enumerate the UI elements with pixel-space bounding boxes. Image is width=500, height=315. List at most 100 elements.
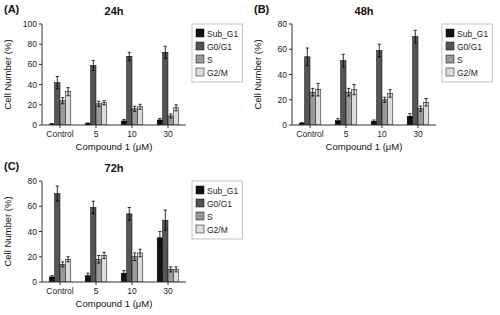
y-tick-label: 60 xyxy=(278,44,288,54)
y-tick-label: 80 xyxy=(28,39,38,49)
bar xyxy=(91,208,96,282)
legend-swatch xyxy=(196,42,204,50)
error-bar xyxy=(408,114,411,119)
legend-swatch xyxy=(196,55,204,63)
x-tick xyxy=(96,282,97,285)
bar xyxy=(377,51,382,125)
figure: 020406080100Control51030Compound 1 (μM)C… xyxy=(0,0,500,315)
error-bar xyxy=(122,271,125,276)
error-bar xyxy=(174,267,177,272)
y-tick-label: 20 xyxy=(28,252,38,262)
error-bar xyxy=(66,257,69,262)
bar xyxy=(55,194,60,282)
y-tick-label: 60 xyxy=(28,59,38,69)
error-bar xyxy=(92,201,95,214)
title: 72h xyxy=(105,162,124,174)
y-tick-label: 80 xyxy=(278,19,288,29)
panel-label: (C) xyxy=(4,160,20,172)
bar xyxy=(101,255,106,282)
x-tick-label: 5 xyxy=(344,129,349,139)
error-bar xyxy=(169,114,172,118)
error-bar xyxy=(92,60,95,70)
error-bar xyxy=(169,267,172,272)
error-bar xyxy=(102,101,105,105)
x-axis-label: Compound 1 (μM) xyxy=(76,141,153,152)
legend-label: S xyxy=(207,212,213,222)
legend: Sub_G1G0/G1SG2/M xyxy=(192,181,242,239)
x-tick xyxy=(168,282,169,285)
x-tick xyxy=(96,125,97,128)
marks xyxy=(49,186,179,282)
error-bar xyxy=(86,123,89,124)
bar xyxy=(101,103,106,125)
y-axis-label: Cell Number (%) xyxy=(2,196,13,266)
x-axis xyxy=(292,125,436,126)
bar xyxy=(387,93,392,125)
y-axis-label: Cell Number (%) xyxy=(2,39,13,109)
title: 48h xyxy=(355,5,374,17)
marks xyxy=(299,30,429,125)
panel: 020406080Control51030Compound 1 (μM)Cell… xyxy=(2,160,242,309)
error-bar xyxy=(388,90,391,98)
background xyxy=(0,0,500,315)
legend-label: G0/G1 xyxy=(457,42,482,52)
legend-swatch xyxy=(196,29,204,37)
panel-label: (A) xyxy=(4,3,20,15)
error-bar xyxy=(347,88,350,96)
y-tick-label: 20 xyxy=(28,100,38,110)
y-tick-label: 40 xyxy=(28,80,38,90)
panel: 020406080100Control51030Compound 1 (μM)C… xyxy=(2,3,242,152)
error-bar xyxy=(352,85,355,95)
y-tick-label: 0 xyxy=(32,120,37,130)
title: 24h xyxy=(105,5,124,17)
legend-swatch xyxy=(446,55,454,63)
legend-swatch xyxy=(196,225,204,233)
x-tick xyxy=(418,125,419,128)
legend-label: G2/M xyxy=(207,68,228,78)
bar xyxy=(305,57,310,125)
bar xyxy=(127,56,132,125)
legend-label: Sub_G1 xyxy=(207,29,238,39)
error-bar xyxy=(61,98,64,104)
y-tick-label: 80 xyxy=(28,176,38,186)
x-tick-label: 10 xyxy=(127,286,137,296)
y-axis xyxy=(292,24,293,125)
error-bar xyxy=(133,106,136,111)
legend-swatch xyxy=(446,42,454,50)
bar xyxy=(341,61,346,125)
error-bar xyxy=(424,98,427,106)
error-bar xyxy=(97,255,100,263)
x-tick xyxy=(310,125,311,128)
error-bar xyxy=(50,123,53,124)
error-bar xyxy=(122,119,125,122)
x-axis-label: Compound 1 (μM) xyxy=(76,298,153,309)
legend-label: G2/M xyxy=(457,68,478,78)
error-bar xyxy=(56,186,59,201)
error-bar xyxy=(414,30,417,43)
bar xyxy=(91,65,96,125)
x-tick xyxy=(132,282,133,285)
x-tick xyxy=(346,125,347,128)
x-tick xyxy=(382,125,383,128)
y-axis xyxy=(42,181,43,282)
panel: 020406080Control51030Compound 1 (μM)Cell… xyxy=(252,3,492,152)
error-bar xyxy=(300,122,303,123)
error-bar xyxy=(56,77,59,89)
legend-swatch xyxy=(196,186,204,194)
x-tick-label: 30 xyxy=(163,286,173,296)
x-tick-label: 5 xyxy=(94,286,99,296)
error-bar xyxy=(383,97,386,102)
error-bar xyxy=(128,52,131,60)
y-axis xyxy=(42,24,43,125)
bar xyxy=(127,214,132,282)
x-tick-label: Control xyxy=(296,129,324,139)
error-bar xyxy=(133,253,136,261)
bar xyxy=(137,253,142,282)
x-tick-label: 5 xyxy=(94,129,99,139)
legend-label: G0/G1 xyxy=(207,199,232,209)
y-tick-label: 40 xyxy=(28,227,38,237)
legend-frame xyxy=(442,24,492,82)
y-tick-label: 0 xyxy=(282,120,287,130)
y-tick-label: 20 xyxy=(278,95,288,105)
legend-swatch xyxy=(446,68,454,76)
